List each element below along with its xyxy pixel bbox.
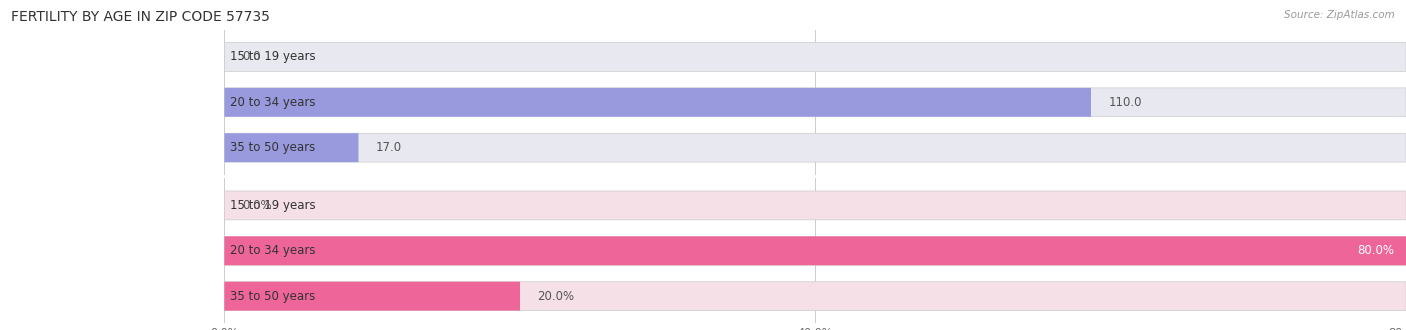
- FancyBboxPatch shape: [225, 191, 1406, 220]
- FancyBboxPatch shape: [225, 43, 1406, 71]
- FancyBboxPatch shape: [225, 133, 1406, 162]
- Text: 0.0: 0.0: [242, 50, 260, 63]
- FancyBboxPatch shape: [225, 88, 1406, 117]
- Text: 20.0%: 20.0%: [537, 290, 575, 303]
- FancyBboxPatch shape: [225, 236, 1406, 265]
- Text: 15 to 19 years: 15 to 19 years: [231, 199, 316, 212]
- FancyBboxPatch shape: [225, 282, 520, 311]
- Text: FERTILITY BY AGE IN ZIP CODE 57735: FERTILITY BY AGE IN ZIP CODE 57735: [11, 10, 270, 24]
- FancyBboxPatch shape: [225, 236, 1406, 265]
- Text: 17.0: 17.0: [377, 141, 402, 154]
- FancyBboxPatch shape: [225, 282, 1406, 311]
- FancyBboxPatch shape: [225, 88, 1091, 117]
- Text: 20 to 34 years: 20 to 34 years: [231, 96, 316, 109]
- Text: Source: ZipAtlas.com: Source: ZipAtlas.com: [1284, 10, 1395, 20]
- Text: 80.0%: 80.0%: [1357, 244, 1395, 257]
- Text: 110.0: 110.0: [1109, 96, 1142, 109]
- FancyBboxPatch shape: [225, 133, 359, 162]
- Text: 20 to 34 years: 20 to 34 years: [231, 244, 316, 257]
- Text: 0.0%: 0.0%: [242, 199, 271, 212]
- Text: 35 to 50 years: 35 to 50 years: [231, 290, 315, 303]
- Text: 15 to 19 years: 15 to 19 years: [231, 50, 316, 63]
- Text: 35 to 50 years: 35 to 50 years: [231, 141, 315, 154]
